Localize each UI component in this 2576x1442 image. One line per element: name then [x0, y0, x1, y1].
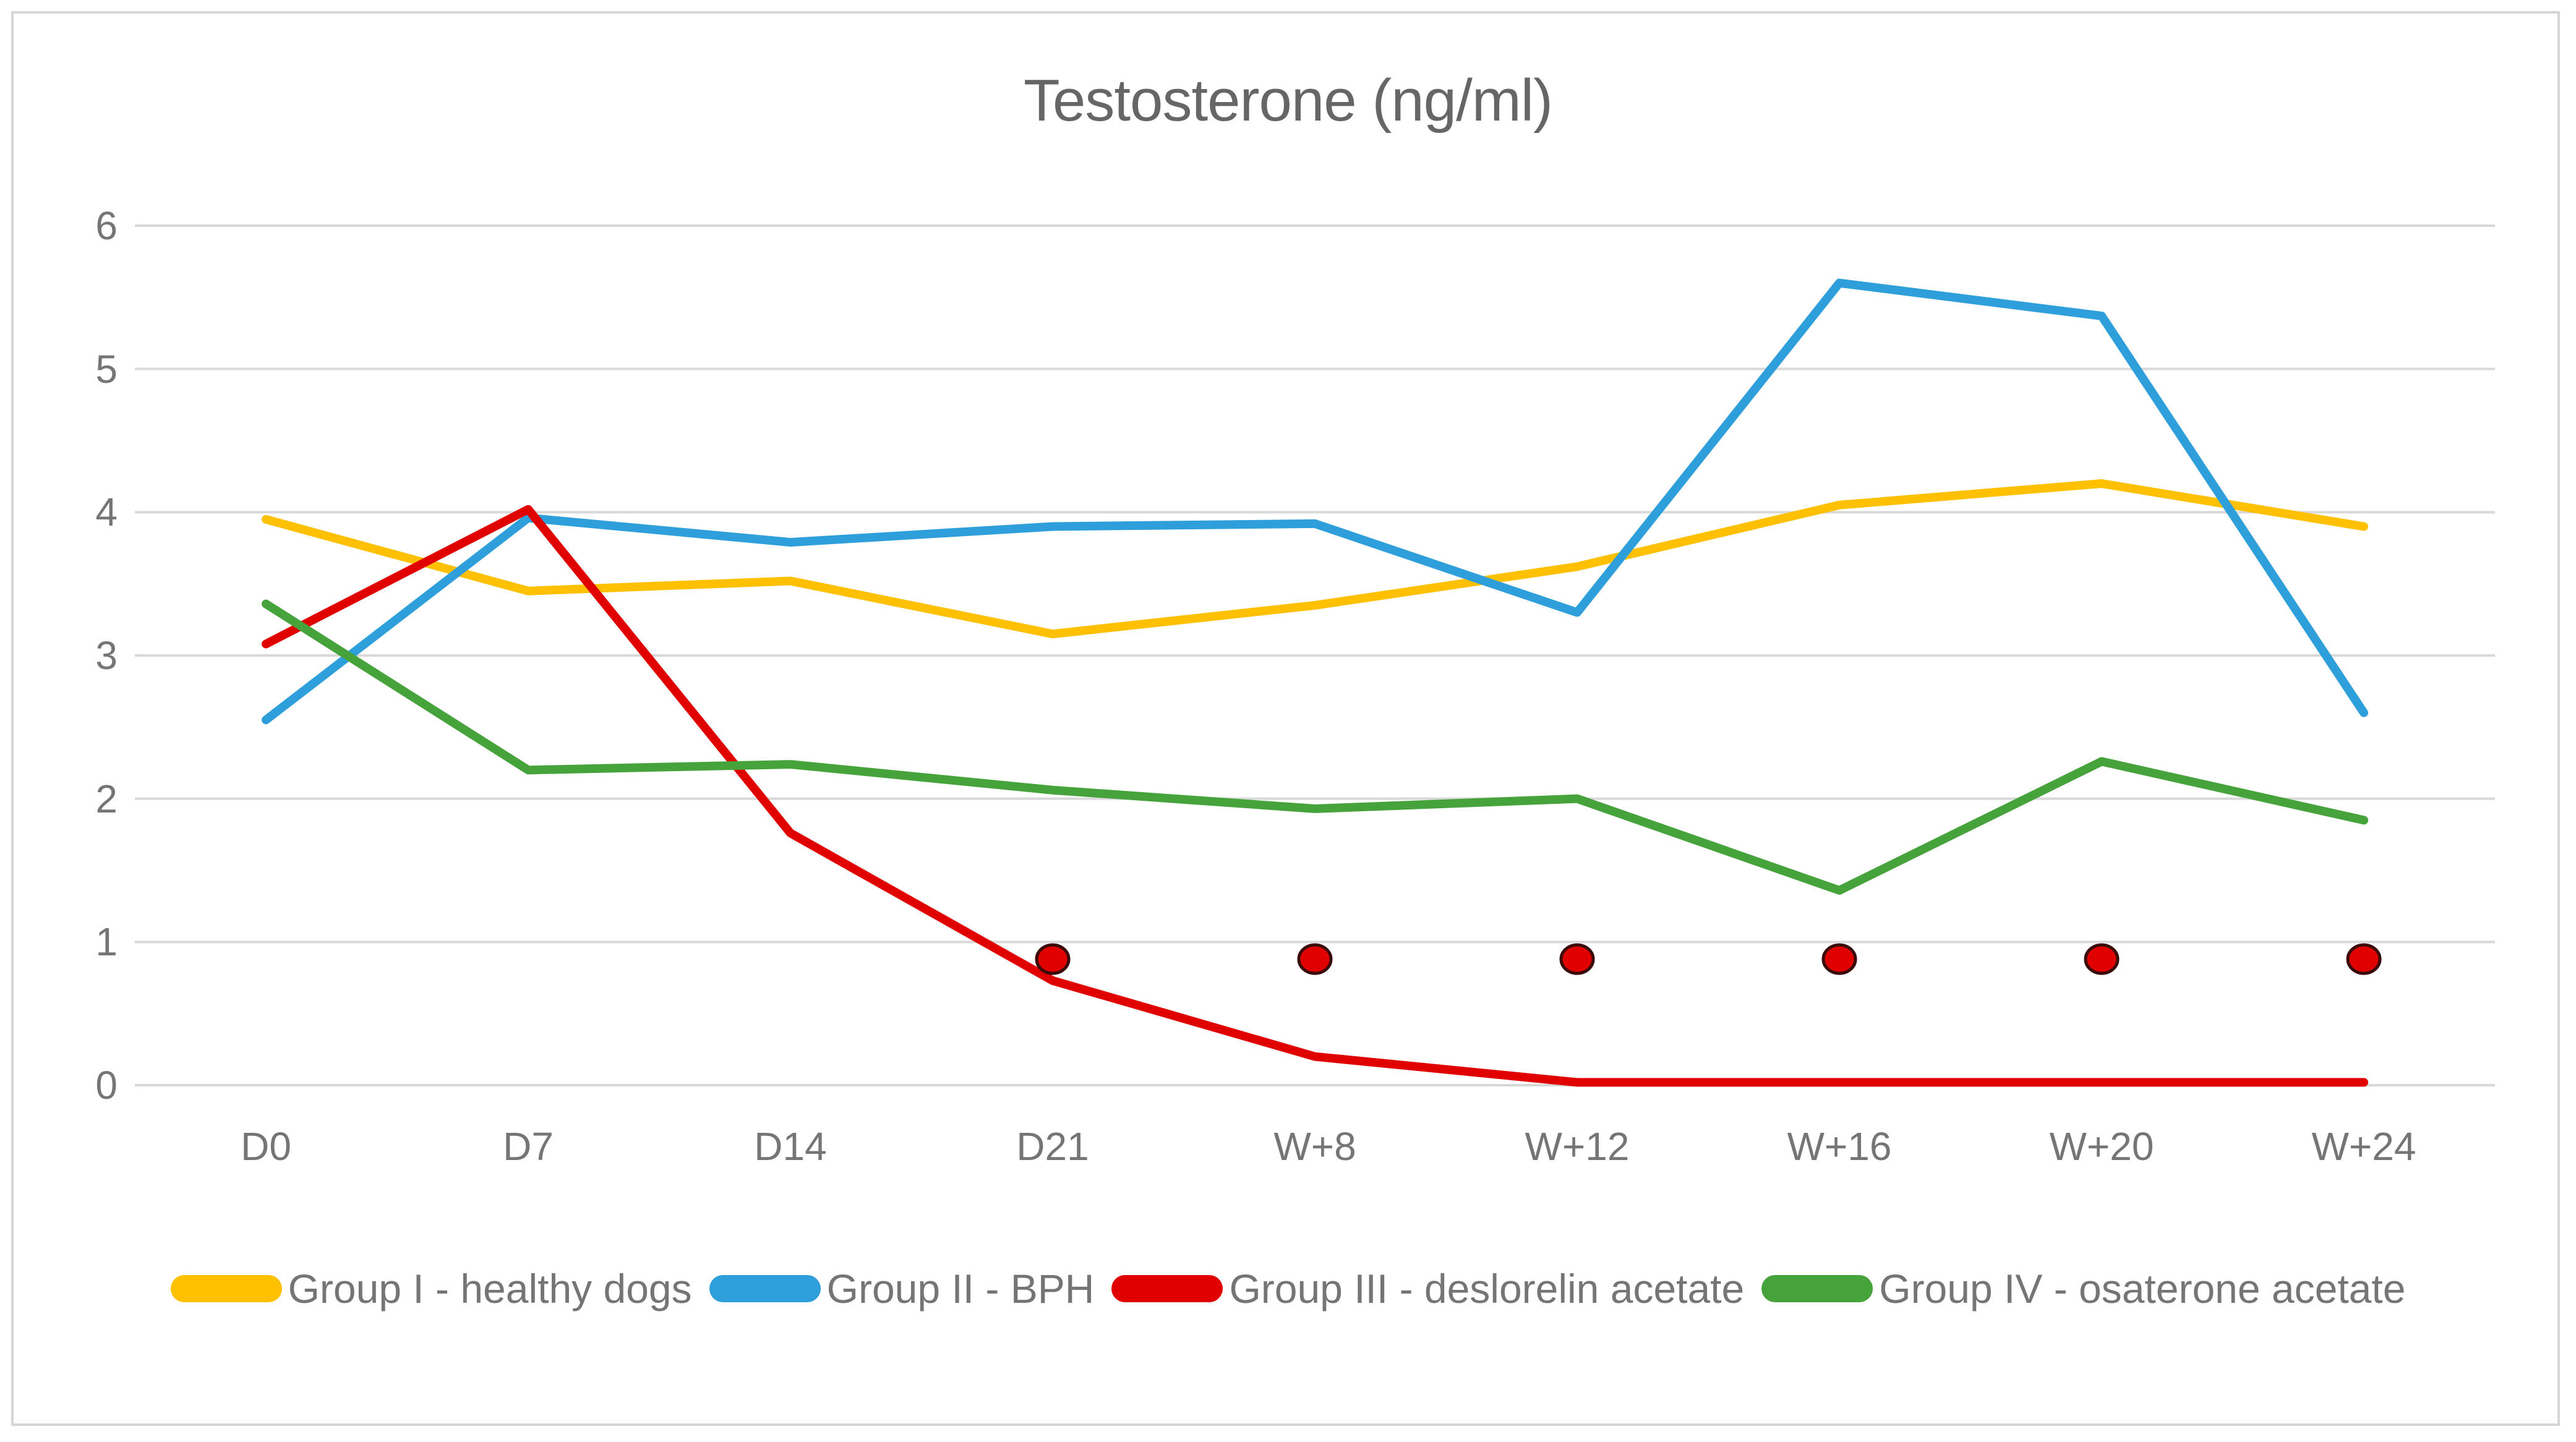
- legend-item-1: Group I - healthy dogs: [170, 1265, 692, 1312]
- series-line-1: [262, 479, 2368, 639]
- legend-item-2: Group II - BPH: [709, 1265, 1095, 1312]
- legend-swatch-icon: [1111, 1275, 1223, 1302]
- legend-swatch-icon: [709, 1275, 821, 1302]
- chart-border-frame: [11, 11, 2560, 1426]
- y-tick-label-5: 5: [95, 346, 118, 391]
- legend-item-3: Group III - deslorelin acetate: [1111, 1265, 1744, 1312]
- y-tick-label-2: 2: [95, 776, 118, 821]
- significance-dot-W+24: [2346, 943, 2382, 975]
- x-tick-label-D7: D7: [503, 1124, 554, 1169]
- legend-item-4: Group IV - osaterone acetate: [1761, 1265, 2405, 1312]
- x-tick-label-W+20: W+20: [2049, 1124, 2154, 1169]
- y-tick-label-6: 6: [95, 203, 118, 248]
- legend-swatch-icon: [170, 1275, 282, 1302]
- y-tick-label-4: 4: [95, 490, 118, 535]
- significance-dot-W+12: [1559, 943, 1595, 975]
- legend-label: Group I - healthy dogs: [288, 1266, 692, 1312]
- legend-swatch-icon: [1761, 1275, 1873, 1302]
- significance-dot-W+20: [2084, 943, 2120, 975]
- series-line-4: [262, 599, 2368, 895]
- y-tick-label-1: 1: [95, 919, 118, 965]
- legend-label: Group II - BPH: [826, 1266, 1095, 1312]
- legend-label: Group IV - osaterone acetate: [1879, 1266, 2406, 1312]
- x-tick-label-D0: D0: [241, 1124, 291, 1169]
- significance-dot-W+16: [1821, 943, 1857, 975]
- x-tick-label-W+12: W+12: [1525, 1124, 1630, 1169]
- x-tick-label-D14: D14: [754, 1124, 827, 1169]
- significance-dot-W+8: [1297, 943, 1333, 975]
- series-line-2: [262, 278, 2368, 725]
- series-line-3: [262, 505, 2368, 1087]
- legend: Group I - healthy dogs Group II - BPH Grou…: [0, 1265, 2576, 1312]
- legend-label: Group III - deslorelin acetate: [1229, 1266, 1745, 1312]
- x-tick-label-W+24: W+24: [2311, 1124, 2416, 1169]
- chart-title: Testosterone (ng/ml): [1023, 67, 1553, 134]
- y-tick-label-3: 3: [95, 633, 118, 678]
- y-tick-label-0: 0: [95, 1063, 118, 1107]
- x-tick-label-W+16: W+16: [1787, 1124, 1892, 1169]
- x-tick-label-W+8: W+8: [1273, 1124, 1356, 1169]
- significance-dot-D21: [1035, 943, 1071, 975]
- x-tick-label-D21: D21: [1016, 1124, 1089, 1169]
